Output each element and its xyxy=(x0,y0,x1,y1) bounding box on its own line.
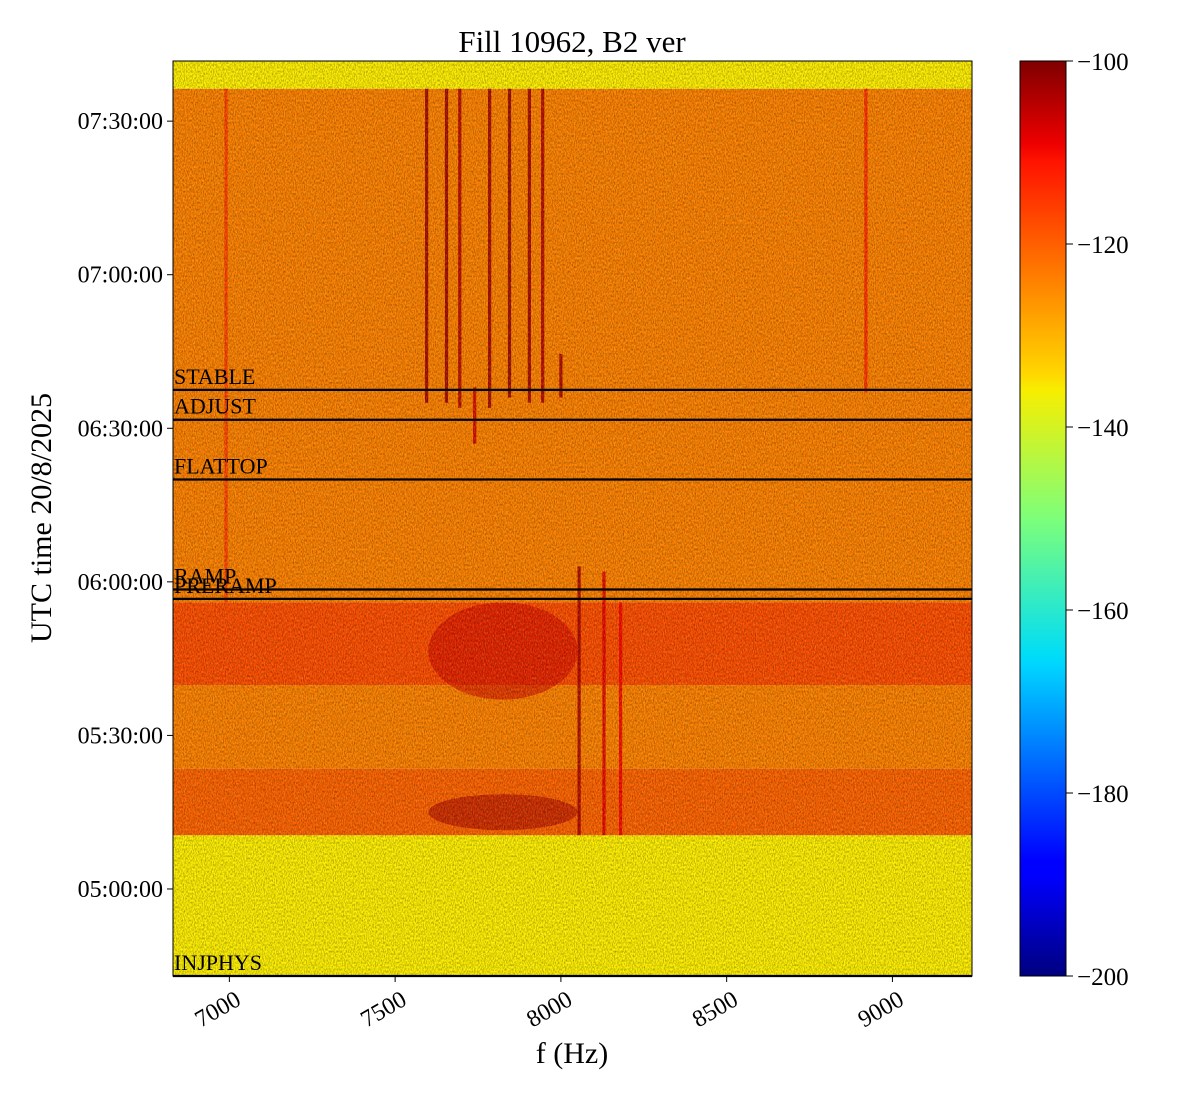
colorbar-gradient xyxy=(1020,61,1066,976)
colorbar-ticks: −100 −120 −140 −160 −180 −200 xyxy=(1066,49,1129,991)
colorbar-tick-label: −100 xyxy=(1077,49,1129,76)
y-tick-label: 07:30:00 xyxy=(78,109,163,135)
x-tick-label: 7500 xyxy=(357,987,412,1034)
y-axis: 05:00:00 05:30:00 06:00:00 06:30:00 07:00:00… xyxy=(78,109,173,903)
x-tick-label: 8500 xyxy=(688,987,743,1034)
y-tick-label: 05:30:00 xyxy=(78,723,163,749)
chart-title: Fill 10962, B2 ver xyxy=(458,24,686,59)
y-tick-label: 06:00:00 xyxy=(78,570,163,596)
x-tick-label: 7000 xyxy=(191,987,246,1034)
colorbar-frame xyxy=(1019,60,1067,977)
colorbar-tick-label: −180 xyxy=(1077,781,1129,808)
plot-frame xyxy=(172,60,973,977)
x-axis: 7000 7500 8000 8500 9000 xyxy=(191,976,909,1034)
noise-texture-light xyxy=(173,61,972,976)
y-tick-label: 07:00:00 xyxy=(78,263,163,289)
beam-mode-label: RAMP xyxy=(174,564,236,589)
beam-mode-label: STABLE xyxy=(174,364,255,389)
beam-mode-label: PRERAMP xyxy=(174,573,277,598)
x-axis-label: f (Hz) xyxy=(536,1037,608,1070)
beam-mode-label: INJPHYS xyxy=(174,950,262,975)
colorbar: −100 −120 −140 −160 −180 −200 xyxy=(1019,49,1129,991)
beam-mode-label: ADJUST xyxy=(174,394,256,419)
y-tick-label: 05:00:00 xyxy=(78,877,163,903)
x-tick-label: 9000 xyxy=(854,987,909,1034)
y-axis-label: UTC time 20/8/2025 xyxy=(25,393,58,643)
x-tick-label: 8000 xyxy=(522,987,577,1034)
colorbar-tick-label: −160 xyxy=(1077,598,1129,625)
beam-mode-label: FLATTOP xyxy=(174,453,268,478)
y-tick-label: 06:30:00 xyxy=(78,416,163,442)
colorbar-tick-label: −120 xyxy=(1077,232,1129,259)
colorbar-tick-label: −140 xyxy=(1077,415,1129,442)
colorbar-tick-label: −200 xyxy=(1077,964,1129,991)
